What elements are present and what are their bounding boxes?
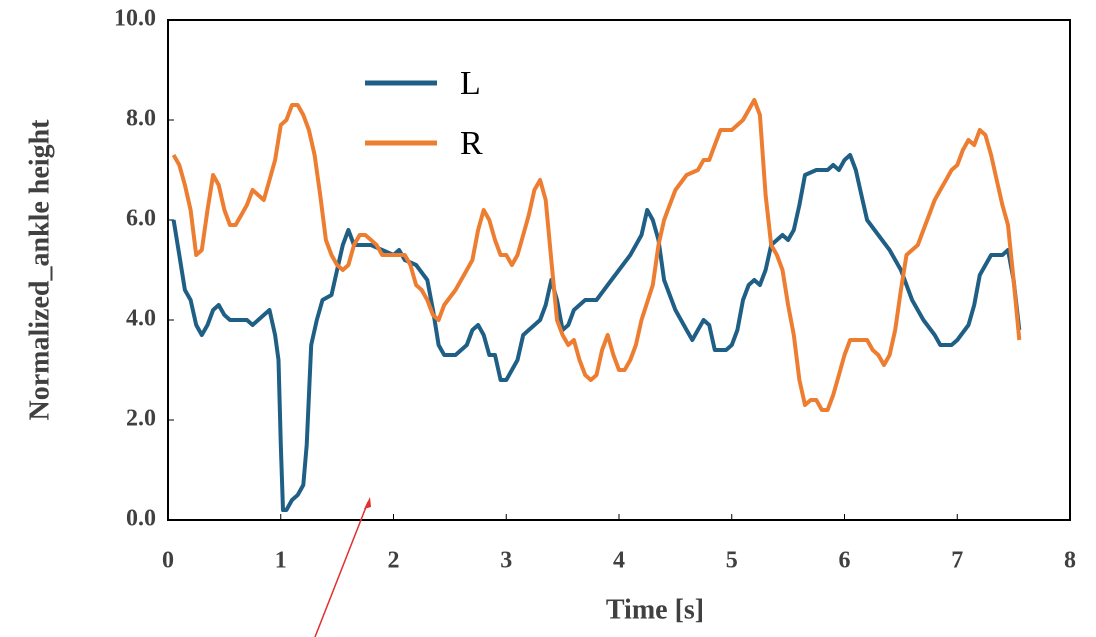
x-tick-label: 2 (388, 548, 400, 574)
arrow-head (364, 497, 371, 509)
x-tick-label: 0 (162, 548, 174, 574)
x-tick-label: 7 (951, 548, 963, 574)
x-tick-label: 4 (613, 548, 625, 574)
x-tick-label: 1 (275, 548, 287, 574)
x-tick-label: 6 (839, 548, 851, 574)
y-tick-label: 6.0 (126, 206, 156, 232)
y-tick-label: 8.0 (126, 106, 156, 132)
y-axis-label: Normalized_ankle height (24, 119, 55, 421)
y-tick-label: 4.0 (126, 306, 156, 332)
legend-label: R (460, 125, 483, 162)
x-tick-label: 8 (1064, 548, 1076, 574)
series-line (171, 153, 1022, 512)
legend-label: L (460, 65, 481, 102)
x-tick-label: 5 (726, 548, 738, 574)
x-tick-label: 3 (500, 548, 512, 574)
series-line (171, 98, 1022, 412)
y-tick-label: 10.0 (114, 6, 156, 32)
x-axis-label: Time [s] (606, 594, 704, 625)
y-tick-label: 2.0 (126, 406, 156, 432)
y-tick-label: 0.0 (126, 506, 156, 532)
annotation-arrow (314, 501, 369, 637)
